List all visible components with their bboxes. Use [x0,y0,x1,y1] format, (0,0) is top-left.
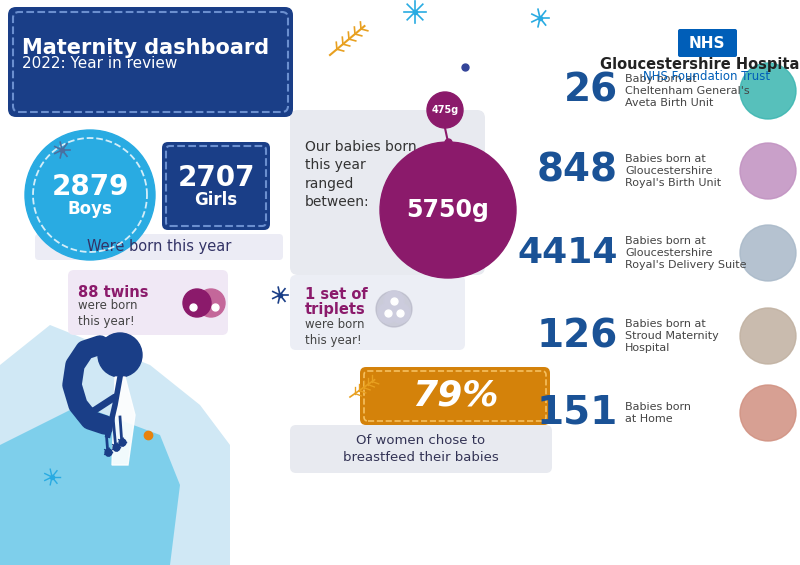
Text: 151: 151 [537,394,618,432]
Text: 79%: 79% [412,379,498,413]
Circle shape [427,92,463,128]
Text: 5750g: 5750g [406,198,490,222]
Circle shape [390,303,410,323]
FancyBboxPatch shape [360,367,550,425]
Text: 2707: 2707 [178,164,254,192]
Circle shape [740,225,796,281]
Circle shape [740,63,796,119]
Circle shape [378,303,398,323]
Circle shape [197,289,225,317]
Text: 4414: 4414 [518,236,618,270]
Text: Boys: Boys [67,200,113,218]
Text: NHS Foundation Trust: NHS Foundation Trust [643,71,770,84]
Circle shape [25,130,155,260]
Text: 2022: Year in review: 2022: Year in review [22,56,178,71]
Text: Were born this year: Were born this year [87,240,231,254]
Text: Maternity dashboard: Maternity dashboard [22,38,269,58]
FancyBboxPatch shape [68,270,228,335]
Polygon shape [0,325,230,565]
FancyBboxPatch shape [290,110,485,275]
Circle shape [740,385,796,441]
Text: 475g: 475g [431,105,458,115]
Text: Our babies born
this year
ranged
between:: Our babies born this year ranged between… [305,140,417,209]
Text: Gloucestershire Hospitals: Gloucestershire Hospitals [601,58,800,72]
Text: 848: 848 [537,152,618,190]
Text: Babies born at
Stroud Maternity
Hospital: Babies born at Stroud Maternity Hospital [625,319,718,353]
FancyBboxPatch shape [162,142,270,230]
Text: 126: 126 [537,317,618,355]
Circle shape [740,143,796,199]
Text: NHS: NHS [689,36,726,50]
FancyBboxPatch shape [290,425,552,473]
Circle shape [380,142,516,278]
FancyBboxPatch shape [35,234,283,260]
Circle shape [384,291,404,311]
Text: Girls: Girls [194,191,238,209]
FancyBboxPatch shape [290,275,465,350]
Circle shape [740,308,796,364]
Text: Babies born at
Gloucestershire
Royal's Delivery Suite: Babies born at Gloucestershire Royal's D… [625,236,746,271]
Text: Of women chose to
breastfeed their babies: Of women chose to breastfeed their babie… [343,434,499,464]
Text: Babies born at
Gloucestershire
Royal's Birth Unit: Babies born at Gloucestershire Royal's B… [625,154,721,188]
Text: were born
this year!: were born this year! [78,299,138,328]
Text: 1 set of: 1 set of [305,287,368,302]
FancyBboxPatch shape [8,7,293,117]
Circle shape [376,291,412,327]
Text: Babies born
at Home: Babies born at Home [625,402,691,424]
Circle shape [98,333,142,377]
Polygon shape [112,377,135,465]
Circle shape [183,289,211,317]
Text: Baby born at
Cheltenham General's
Aveta Birth Unit: Baby born at Cheltenham General's Aveta … [625,73,750,108]
Text: triplets: triplets [305,302,366,317]
Text: were born
this year!: were born this year! [305,318,365,347]
FancyBboxPatch shape [678,29,737,57]
Text: 26: 26 [564,72,618,110]
Text: 2879: 2879 [51,173,129,201]
Text: 88 twins: 88 twins [78,285,149,300]
Polygon shape [0,405,180,565]
